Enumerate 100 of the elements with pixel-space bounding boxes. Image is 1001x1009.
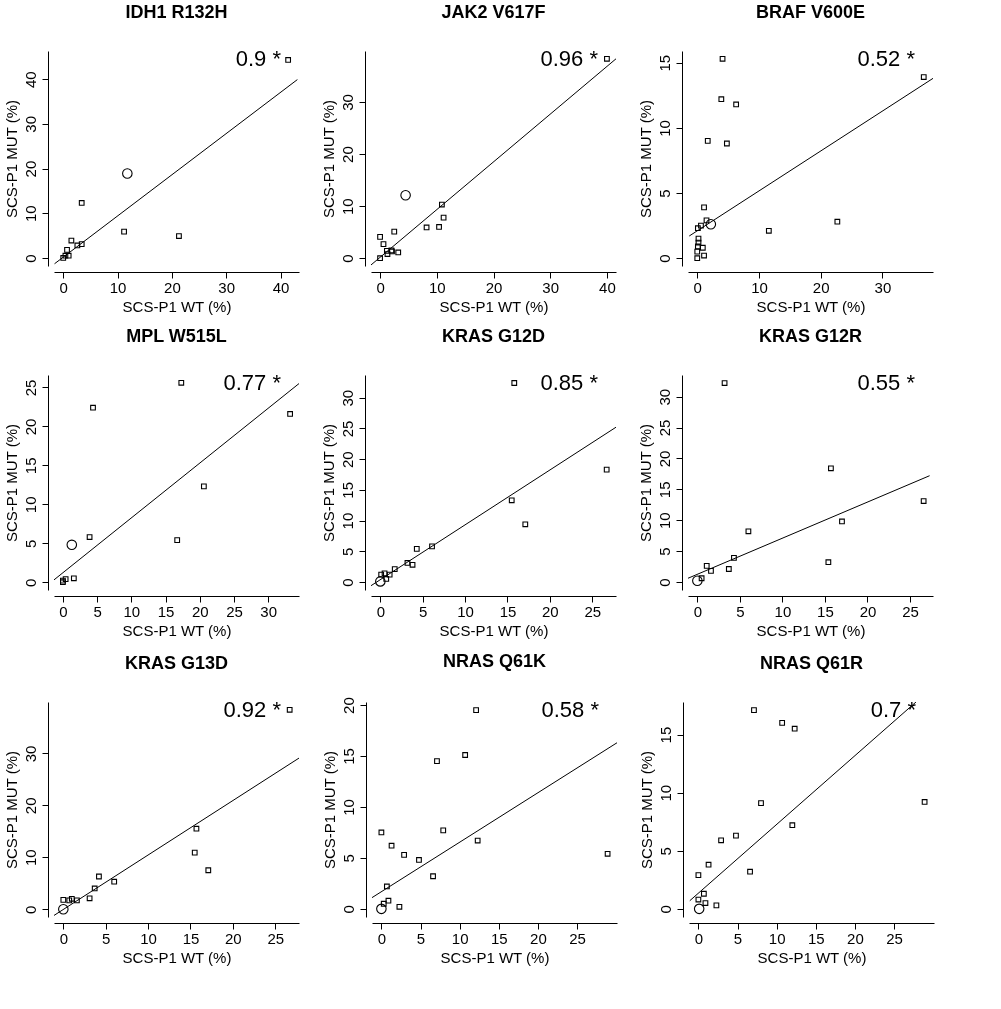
x-tick-label: 25 — [226, 602, 243, 620]
point — [698, 575, 705, 582]
x-tick-label: 10 — [140, 929, 157, 947]
y-tick-label: 20 — [338, 146, 356, 163]
y-tick-label: 10 — [655, 120, 673, 137]
point — [701, 204, 707, 211]
chart-title: JAK2 V617F — [441, 2, 546, 22]
point — [383, 883, 390, 890]
x-tick-label: 0 — [377, 929, 387, 947]
y-axis-title: SCS-P1 MUT (%) — [319, 99, 337, 219]
x-axis-title: SCS-P1 WT (%) — [122, 948, 232, 966]
point — [383, 576, 390, 582]
point — [703, 217, 710, 224]
x-tick-label: 0 — [376, 602, 385, 620]
point — [178, 379, 185, 386]
x-axis-title: SCS-P1 WT (%) — [122, 297, 232, 315]
x-tick-label: 40 — [272, 278, 290, 296]
annotation: 0.85 * — [540, 370, 599, 395]
x-tick-label: 20 — [542, 602, 559, 620]
y-tick-label: 30 — [21, 116, 39, 133]
chart-title: KRAS G12R — [758, 326, 863, 346]
y-axis-title: SCS-P1 MUT (%) — [636, 423, 654, 543]
y-tick-label: 0 — [338, 578, 356, 587]
x-tick-label: 10 — [428, 278, 446, 296]
point — [176, 233, 182, 239]
point — [377, 233, 383, 240]
point — [287, 411, 293, 417]
point — [416, 857, 422, 863]
point — [745, 528, 752, 535]
x-tick-label: 20 — [164, 278, 181, 296]
y-tick-label: 15 — [21, 457, 39, 475]
y-axis-title: SCS-P1 MUT (%) — [637, 750, 655, 870]
point — [430, 873, 436, 880]
point — [508, 497, 515, 504]
x-axis-title: SCS-P1 WT (%) — [122, 621, 232, 639]
point — [434, 758, 440, 764]
point — [603, 466, 610, 473]
x-tick-label: 15 — [817, 602, 834, 620]
x-tick-label: 15 — [499, 602, 517, 620]
point — [511, 380, 518, 386]
point — [74, 242, 81, 249]
y-tick-label: 5 — [655, 189, 673, 198]
point — [381, 570, 388, 577]
y-tick-label: 5 — [655, 547, 673, 556]
chart-title: IDH1 R132H — [125, 2, 228, 22]
y-tick-label: 20 — [338, 451, 356, 468]
y-axis-title: SCS-P1 MUT (%) — [2, 99, 20, 219]
y-tick-label: 0 — [655, 578, 673, 587]
y-tick-label: 15 — [655, 481, 673, 499]
y-tick-label: 40 — [21, 71, 39, 88]
point — [386, 571, 393, 578]
point — [439, 201, 445, 208]
y-tick-label: 5 — [339, 854, 357, 863]
chart-title: KRAS G12D — [441, 326, 546, 346]
point — [694, 225, 701, 232]
point — [695, 239, 702, 246]
point — [78, 241, 85, 247]
x-tick-label: 20 — [530, 929, 547, 947]
point — [718, 96, 725, 103]
annotation: 0.77 * — [223, 370, 282, 395]
point — [705, 861, 712, 868]
x-tick-label: 25 — [886, 929, 903, 947]
point — [733, 832, 739, 839]
point — [731, 554, 737, 561]
point — [692, 575, 703, 587]
y-tick-label: 10 — [655, 512, 673, 530]
point — [384, 251, 391, 257]
x-axis-title: SCS-P1 WT (%) — [439, 621, 549, 639]
point — [396, 903, 403, 910]
x-tick-label: 25 — [902, 602, 919, 620]
y-tick-label: 15 — [655, 54, 673, 72]
y-tick-label: 0 — [656, 905, 674, 914]
point — [723, 140, 730, 147]
point — [191, 849, 198, 856]
x-tick-label: 20 — [859, 602, 877, 620]
y-tick-label: 25 — [21, 379, 39, 397]
chart-title: NRAS Q61K — [442, 650, 547, 671]
point — [378, 571, 385, 578]
y-tick-label: 20 — [21, 797, 39, 815]
point — [765, 227, 772, 234]
x-tick-label: 10 — [768, 929, 786, 947]
y-tick-label: 10 — [338, 512, 356, 530]
point — [385, 897, 392, 904]
point — [200, 483, 207, 490]
y-tick-label: 10 — [656, 784, 674, 802]
x-tick-label: 10 — [751, 278, 768, 296]
point — [473, 707, 479, 714]
point — [68, 237, 75, 244]
point — [380, 900, 387, 907]
point — [375, 576, 386, 587]
point — [708, 567, 714, 574]
point — [62, 576, 69, 582]
y-tick-label: 5 — [656, 847, 674, 856]
x-tick-label: 40 — [599, 278, 616, 296]
x-tick-label: 20 — [847, 929, 864, 947]
point — [733, 101, 740, 108]
y-tick-label: 0 — [338, 254, 356, 263]
y-tick-label: 25 — [655, 419, 673, 437]
point — [474, 837, 481, 844]
y-tick-label: 10 — [21, 496, 39, 514]
